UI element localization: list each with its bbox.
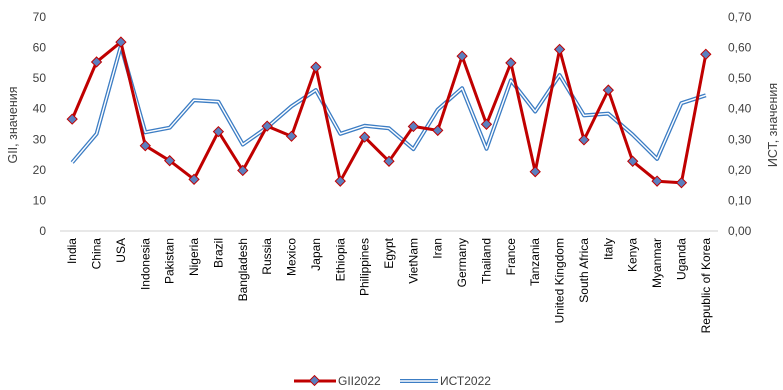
gii-data-point [115,36,127,48]
y-right-tick-label: 0,70 [728,10,752,24]
gii-data-point [261,120,273,132]
x-tick-label: Germany [455,238,469,287]
gii-data-point [66,113,78,125]
x-tick-label: Mexico [285,238,299,276]
x-tick-label: Bangladesh [236,238,250,301]
gii-data-point [139,140,151,152]
gii-data-point [164,155,176,167]
y-right-tick-label: 0,00 [728,224,752,238]
gii-data-point [480,118,493,130]
gii-data-point [700,48,712,60]
x-tick-label: Russia [260,238,274,275]
gii-data-point [553,43,566,56]
y-left-tick-label: 60 [33,41,47,55]
gii-data-point [188,173,200,185]
gii-data-point [529,166,541,178]
gii-data-point [651,175,663,187]
x-tick-label: Myanmar [650,238,664,288]
y-right-tick-label: 0,60 [728,41,752,55]
x-tick-label: South Africa [577,238,591,303]
series-ist [70,44,707,164]
right-axis-ticks: 0,00 0,10 0,20 0,30 0,40 0,50 0,60 0,70 [728,10,752,238]
gii-data-point [212,125,225,138]
gii-data-point [675,177,688,189]
y-left-tick-label: 50 [33,71,47,85]
y-right-tick-label: 0,40 [728,102,752,116]
y-left-tick-label: 70 [33,10,47,24]
x-tick-label: China [90,238,104,270]
x-tick-label: Brazil [211,238,225,268]
x-tick-label: Tanzania [528,238,542,286]
x-tick-label: Japan [309,238,323,271]
y-axis-left-title: GII, значения [6,86,20,163]
x-tick-label: Indonesia [138,238,152,290]
gii-data-point [407,120,420,133]
y-right-tick-label: 0,10 [728,193,752,207]
x-tick-label: Pakistan [163,238,177,284]
category-labels: India China USA Indonesia Pakistan Nigeria Bra… [65,237,713,333]
y-right-tick-label: 0,30 [728,132,752,146]
gii-data-point [602,84,614,96]
y-right-tick-label: 0,50 [728,71,752,85]
legend: GII2022 ИСТ2022 [294,374,491,388]
gii-data-point [505,57,517,69]
x-tick-label: USA [114,238,128,263]
x-tick-label: France [504,238,518,276]
y-left-tick-label: 10 [33,193,47,207]
legend-label-gii: GII2022 [338,374,381,388]
x-tick-label: Italy [601,238,615,260]
legend-item-ist: ИСТ2022 [400,374,491,388]
x-tick-label: India [65,238,79,264]
x-tick-label: Thailand [479,238,493,284]
series-line-ist-inner [71,45,707,163]
gii-data-point [358,131,371,143]
legend-item-gii: GII2022 [294,374,381,388]
x-tick-label: Egypt [382,237,396,268]
gii-data-point [383,155,395,167]
gii-data-point [90,56,103,68]
y-left-tick-label: 20 [33,163,47,177]
gii-data-point [237,164,249,177]
x-tick-label: Philippines [358,238,372,296]
y-left-tick-label: 0 [39,224,46,238]
y-left-tick-label: 40 [33,102,47,116]
y-left-tick-label: 30 [33,132,47,146]
y-right-tick-label: 0,20 [728,163,752,177]
x-tick-label: VietNam [406,238,420,284]
y-axis-right-title: ИСТ, значения [766,83,780,167]
series-gii [66,36,712,189]
left-axis-ticks: 0 10 20 30 40 50 60 70 [33,10,47,238]
gii-data-point [285,130,298,142]
gii-data-point [627,155,639,167]
x-tick-label: Uganda [674,238,688,280]
x-tick-label: Iran [431,238,445,259]
gii-data-point [432,124,444,137]
legend-label-ist: ИСТ2022 [440,374,491,388]
series-line-ist-outer [70,44,707,164]
gii-data-point [310,61,322,73]
x-tick-label: Ethiopia [333,238,347,282]
x-tick-label: United Kingdom [553,238,567,323]
x-tick-label: Nigeria [187,238,201,276]
gii-data-point [456,50,468,62]
legend-marker-gii [308,374,321,387]
x-tick-label: Kenya [626,238,640,272]
gii-data-point [334,175,346,187]
x-tick-label: Republic of Korea [699,238,713,334]
gii-data-point [578,134,590,146]
